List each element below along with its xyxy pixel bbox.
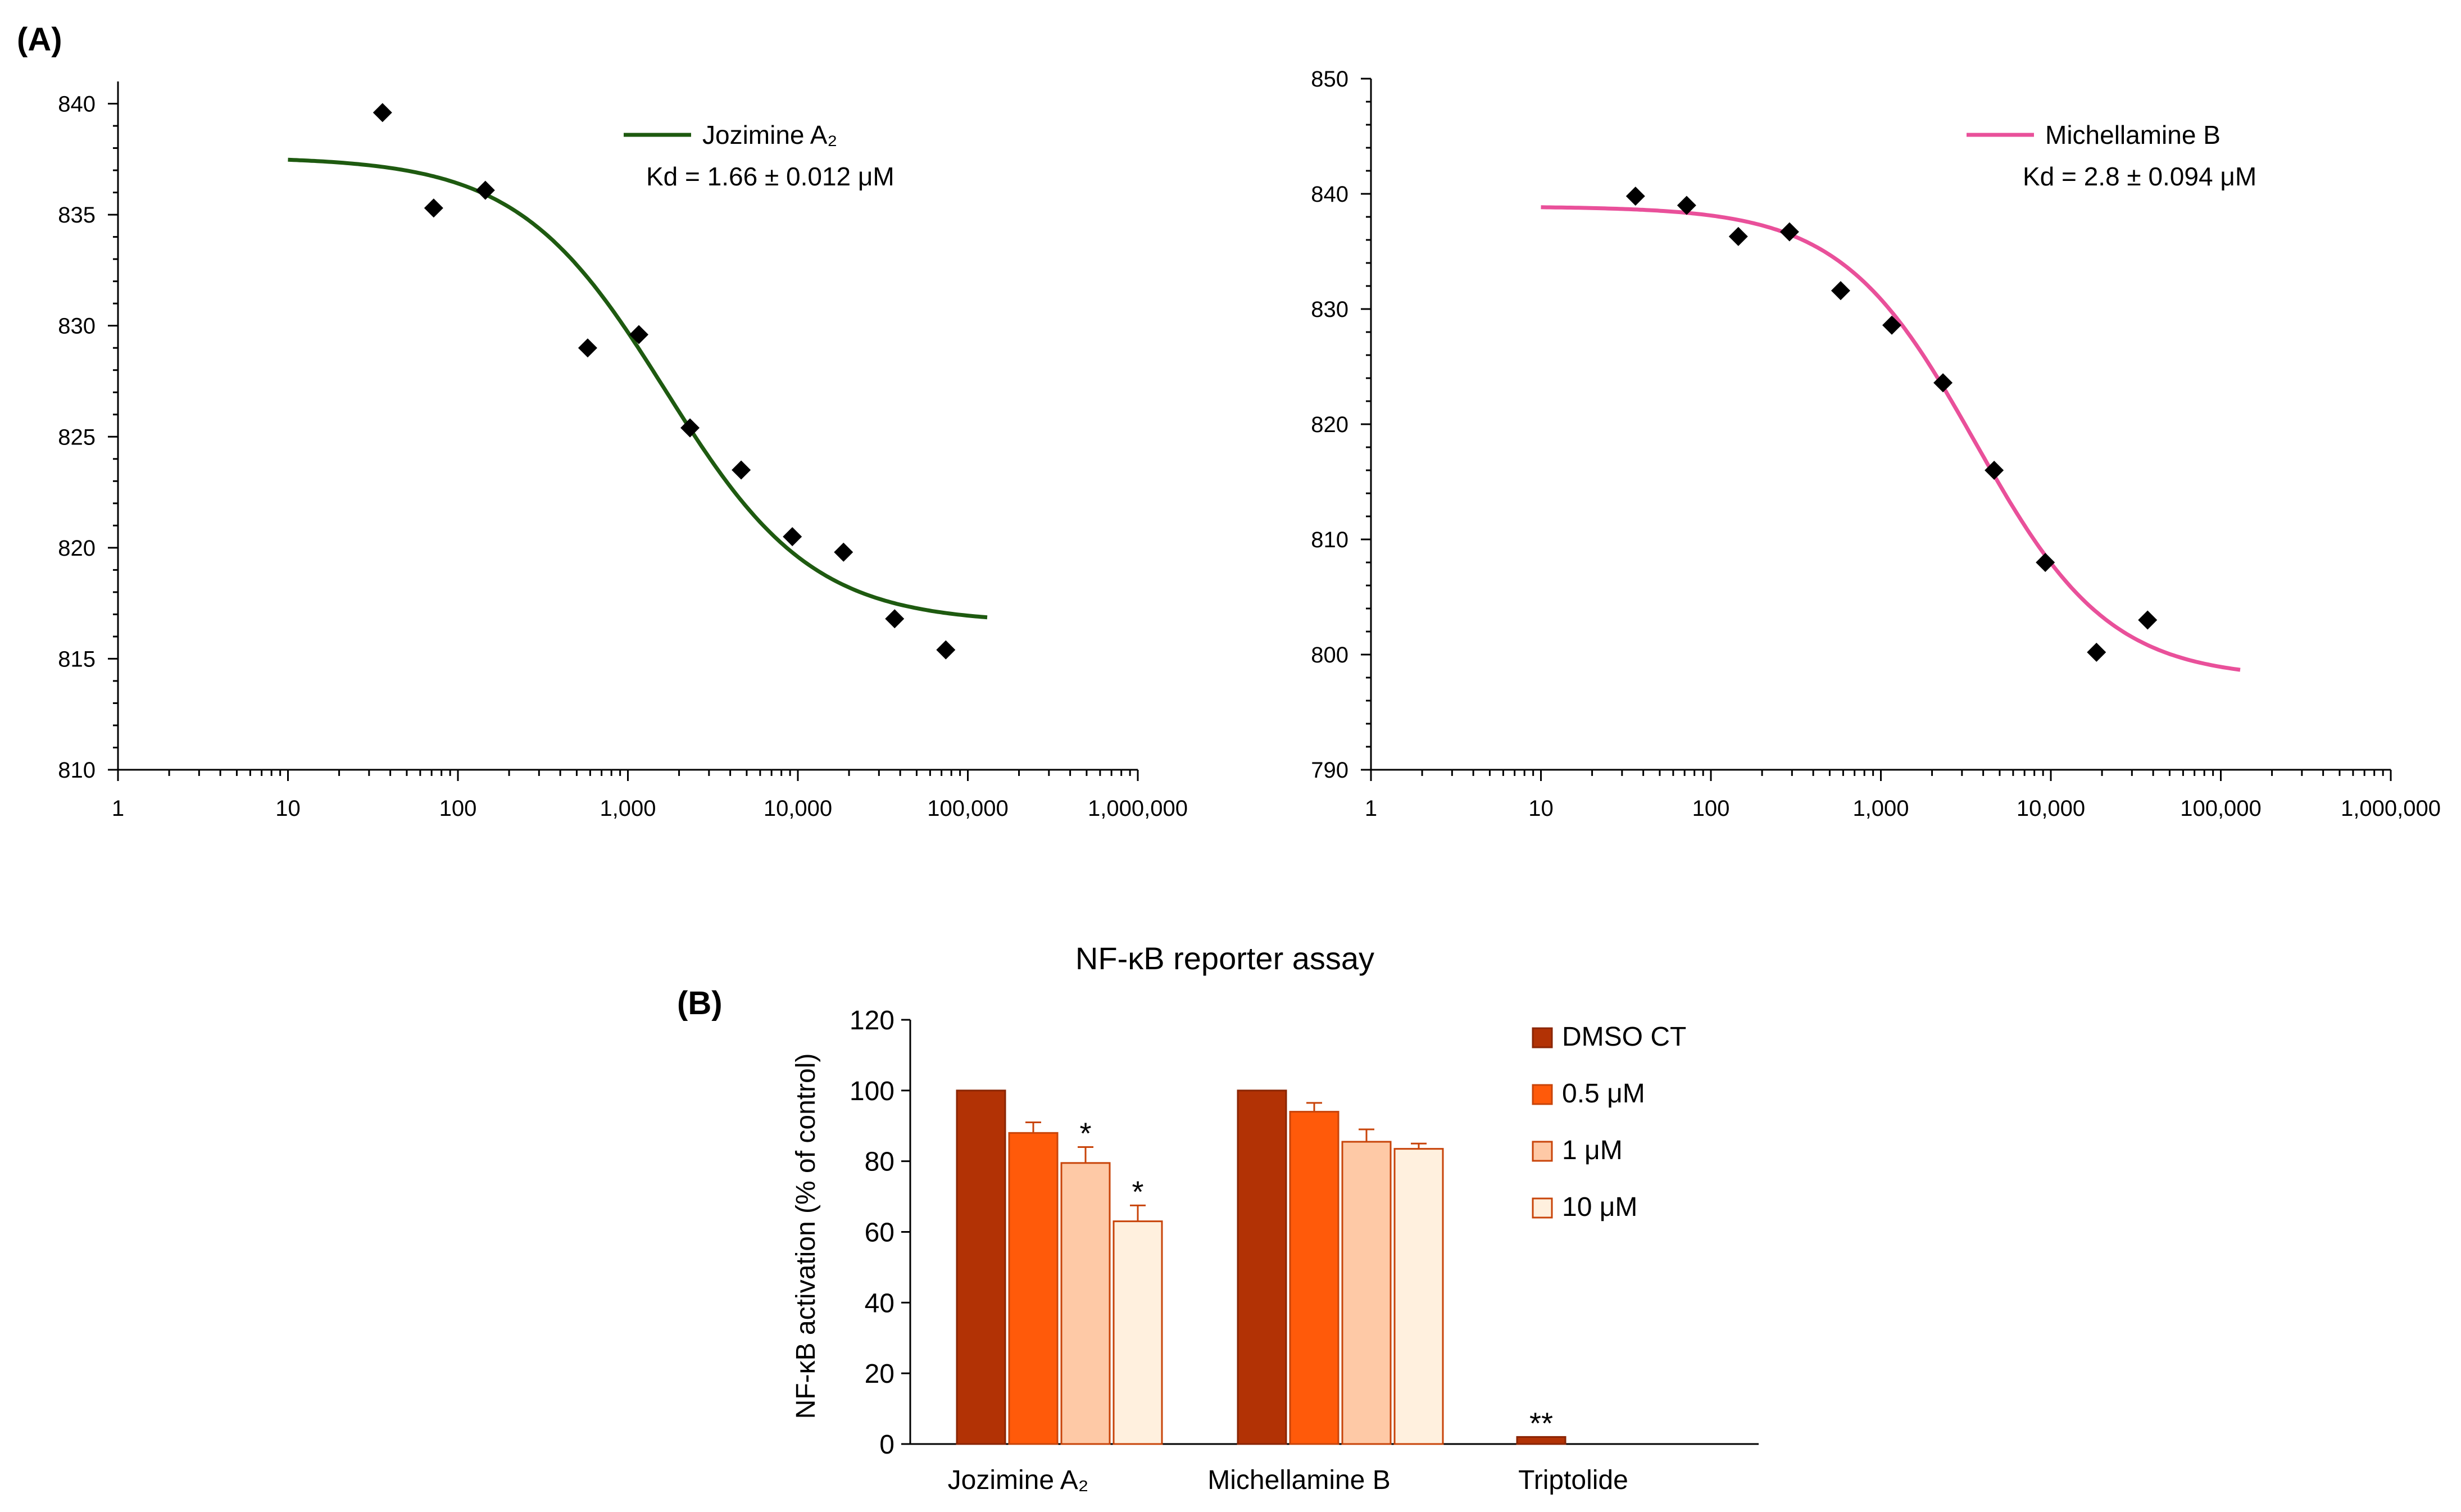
significance-marker: * — [1132, 1175, 1143, 1209]
bar-legend-swatch — [1532, 1197, 1553, 1219]
michellamine-y-tick-label: 820 — [1311, 412, 1348, 437]
jozimine-y-tick-label: 830 — [58, 314, 96, 339]
michellamine-x-tick-label: 10 — [1528, 796, 1554, 821]
michellamine-data-point — [2087, 642, 2106, 662]
jozimine-fit-curve — [288, 157, 988, 620]
jozimine-data-point — [578, 338, 597, 358]
jozimine-data-point — [783, 527, 802, 547]
michellamine-y-tick-label: 810 — [1311, 528, 1348, 552]
jozimine-x-tick-label: 1,000 — [600, 796, 656, 821]
category-label: Jozimine A₂ — [948, 1465, 1089, 1495]
bar-y-tick-label: 20 — [865, 1359, 895, 1389]
michellamine-y-tick-label: 830 — [1311, 297, 1348, 322]
jozimine-data-point — [680, 418, 700, 438]
michellamine-y-tick-label: 850 — [1311, 67, 1348, 92]
bar — [1393, 1148, 1444, 1445]
michellamine-kd-annotation: Kd = 2.8 ± 0.094 μM — [2023, 162, 2256, 191]
jozimine-x-tick-label: 1 — [112, 796, 124, 821]
bar — [1289, 1111, 1340, 1445]
jozimine-y-tick-label: 810 — [58, 758, 96, 783]
bar-y-tick-label: 60 — [865, 1218, 895, 1248]
jozimine-legend-label: Jozimine A₂ — [702, 120, 837, 149]
michellamine-x-tick-label: 1,000 — [1852, 796, 1909, 821]
bar-legend-label: DMSO CT — [1562, 1022, 1686, 1052]
jozimine-data-point — [885, 609, 905, 629]
jozimine-data-point — [475, 180, 495, 200]
jozimine-x-tick-label: 1,000,000 — [1088, 796, 1188, 821]
jozimine-kd-annotation: Kd = 1.66 ± 0.012 μM — [646, 162, 895, 191]
jozimine-y-tick-label: 815 — [58, 647, 96, 671]
bar-legend-swatch — [1532, 1141, 1553, 1162]
bar — [956, 1089, 1006, 1445]
jozimine-data-point — [936, 640, 956, 660]
michellamine-data-point — [1779, 222, 1799, 242]
bar-chart-title: NF-κB reporter assay — [1075, 941, 1374, 976]
michellamine-y-tick-label: 790 — [1311, 758, 1348, 783]
michellamine-x-tick-label: 100,000 — [2180, 796, 2262, 821]
bar — [1008, 1132, 1059, 1445]
bar — [1237, 1089, 1287, 1445]
jozimine-y-tick-label: 840 — [58, 92, 96, 117]
jozimine-y-tick-label: 825 — [58, 425, 96, 449]
jozimine-y-tick-label: 835 — [58, 203, 96, 228]
michellamine-data-point — [2138, 610, 2158, 630]
bar-chart-y-axis-label: NF-κB activation (% of control) — [791, 1054, 821, 1419]
bar-y-tick-label: 40 — [865, 1288, 895, 1318]
michellamine-x-tick-label: 100 — [1692, 796, 1730, 821]
jozimine-x-tick-label: 100 — [439, 796, 477, 821]
category-label: Michellamine B — [1207, 1465, 1390, 1495]
panel-b-label: (B) — [677, 985, 723, 1021]
michellamine-data-point — [1831, 281, 1850, 301]
michellamine-data-point — [2036, 553, 2055, 572]
michellamine-data-point — [1728, 226, 1748, 246]
bar-legend-label: 1 μM — [1562, 1136, 1623, 1165]
jozimine-data-point — [834, 542, 853, 562]
bar — [1516, 1436, 1566, 1445]
jozimine-data-point — [373, 103, 392, 122]
michellamine-y-tick-label: 800 — [1311, 643, 1348, 668]
bar-y-tick-label: 100 — [850, 1077, 895, 1106]
bar-legend-label: 10 μM — [1562, 1192, 1637, 1222]
significance-marker: * — [1079, 1117, 1091, 1151]
michellamine-data-point — [1985, 461, 2004, 480]
jozimine-x-tick-label: 10,000 — [764, 796, 832, 821]
kd-curve-chart-jozimine: 810 815 820 825 830 835 840 1 10 100 1,000 10,000 10… — [58, 81, 1188, 821]
panel-a-label: (A) — [17, 21, 62, 58]
michellamine-data-point — [1933, 373, 1953, 393]
jozimine-x-tick-label: 10 — [275, 796, 301, 821]
bar-y-tick-label: 0 — [879, 1430, 895, 1460]
jozimine-x-tick-label: 100,000 — [927, 796, 1009, 821]
bar-y-tick-label: 120 — [850, 1006, 895, 1036]
bar-legend-swatch — [1532, 1027, 1553, 1048]
bar-y-tick-label: 80 — [865, 1147, 895, 1177]
michellamine-x-tick-label: 1 — [1365, 796, 1377, 821]
jozimine-data-point — [629, 325, 648, 344]
michellamine-fit-curve — [1541, 205, 2241, 672]
category-label: Triptolide — [1518, 1465, 1628, 1495]
michellamine-data-point — [1882, 315, 1901, 335]
bar — [1113, 1220, 1163, 1445]
bar-legend-swatch — [1532, 1084, 1553, 1105]
jozimine-data-point — [732, 460, 751, 480]
bar — [1060, 1162, 1111, 1445]
jozimine-data-point — [424, 198, 443, 218]
michellamine-x-tick-label: 1,000,000 — [2341, 796, 2441, 821]
significance-marker: ** — [1529, 1406, 1553, 1440]
michellamine-x-tick-label: 10,000 — [2017, 796, 2085, 821]
jozimine-y-tick-label: 820 — [58, 536, 96, 561]
bar — [1341, 1141, 1392, 1445]
bar-legend-label: 0.5 μM — [1562, 1079, 1645, 1109]
michellamine-legend-label: Michellamine B — [2045, 120, 2221, 149]
michellamine-y-tick-label: 840 — [1311, 182, 1348, 207]
michellamine-data-point — [1625, 187, 1645, 206]
kd-curve-chart-michellamine: 790 800 810 820 830 840 850 1 10 100 1,000 10,000 10… — [1311, 67, 2441, 821]
michellamine-data-point — [1677, 196, 1696, 215]
